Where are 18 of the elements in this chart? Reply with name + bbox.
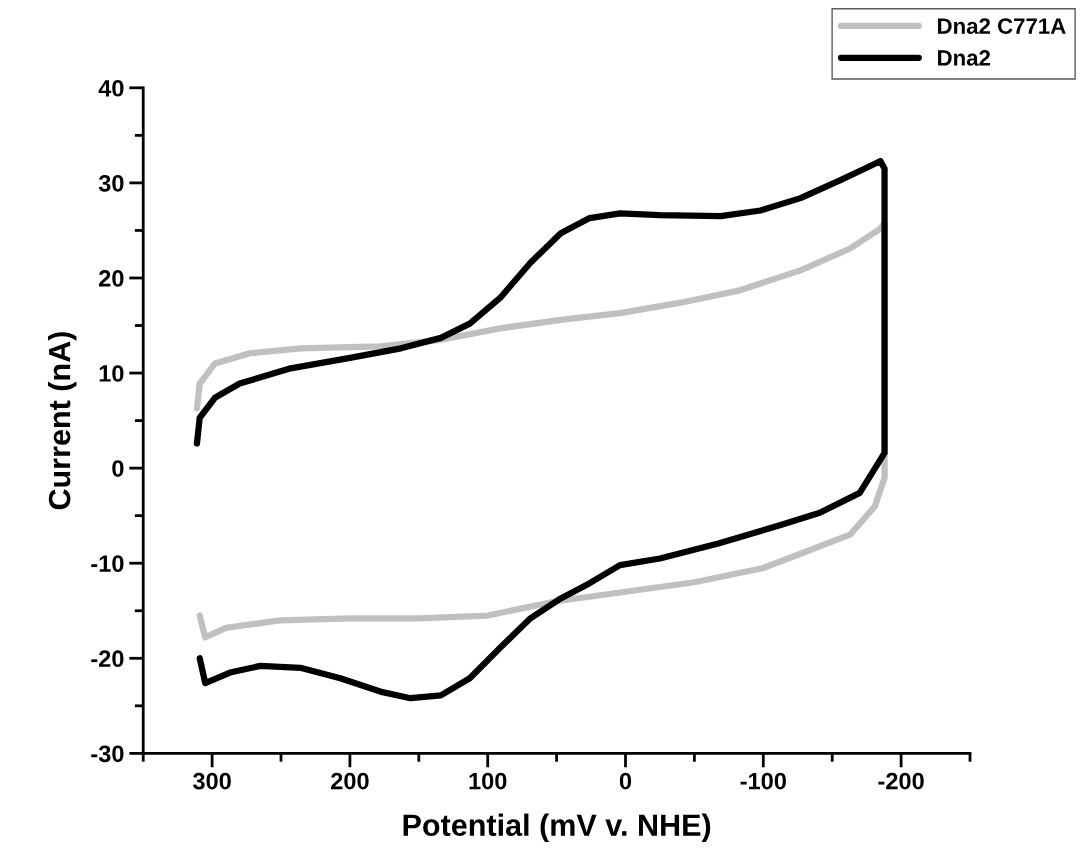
x-tick-label: -200 bbox=[878, 772, 924, 790]
legend-label: Dna2 C771A bbox=[938, 18, 1066, 34]
y-tick-label: 10 bbox=[99, 365, 124, 382]
y-tick-label: -20 bbox=[91, 650, 124, 668]
y-tick-label: -30 bbox=[91, 745, 124, 763]
x-tick-label: -100 bbox=[740, 772, 786, 790]
x-axis-title: Potential (mV v. NHE) bbox=[403, 813, 711, 843]
y-tick-label: -10 bbox=[91, 555, 124, 572]
legend-label: Dna2 bbox=[938, 50, 991, 66]
x-tick-label: 300 bbox=[192, 772, 231, 790]
y-tick-label: 0 bbox=[112, 460, 124, 477]
x-tick-label: 100 bbox=[469, 772, 507, 790]
y-tick-label: 30 bbox=[98, 174, 124, 192]
x-tick-label: 200 bbox=[331, 772, 369, 790]
x-tick-label: 0 bbox=[619, 772, 632, 790]
y-tick-label: 40 bbox=[98, 79, 124, 97]
y-tick-label: 20 bbox=[99, 270, 124, 287]
y-axis-title: Current (nA) bbox=[47, 332, 77, 510]
